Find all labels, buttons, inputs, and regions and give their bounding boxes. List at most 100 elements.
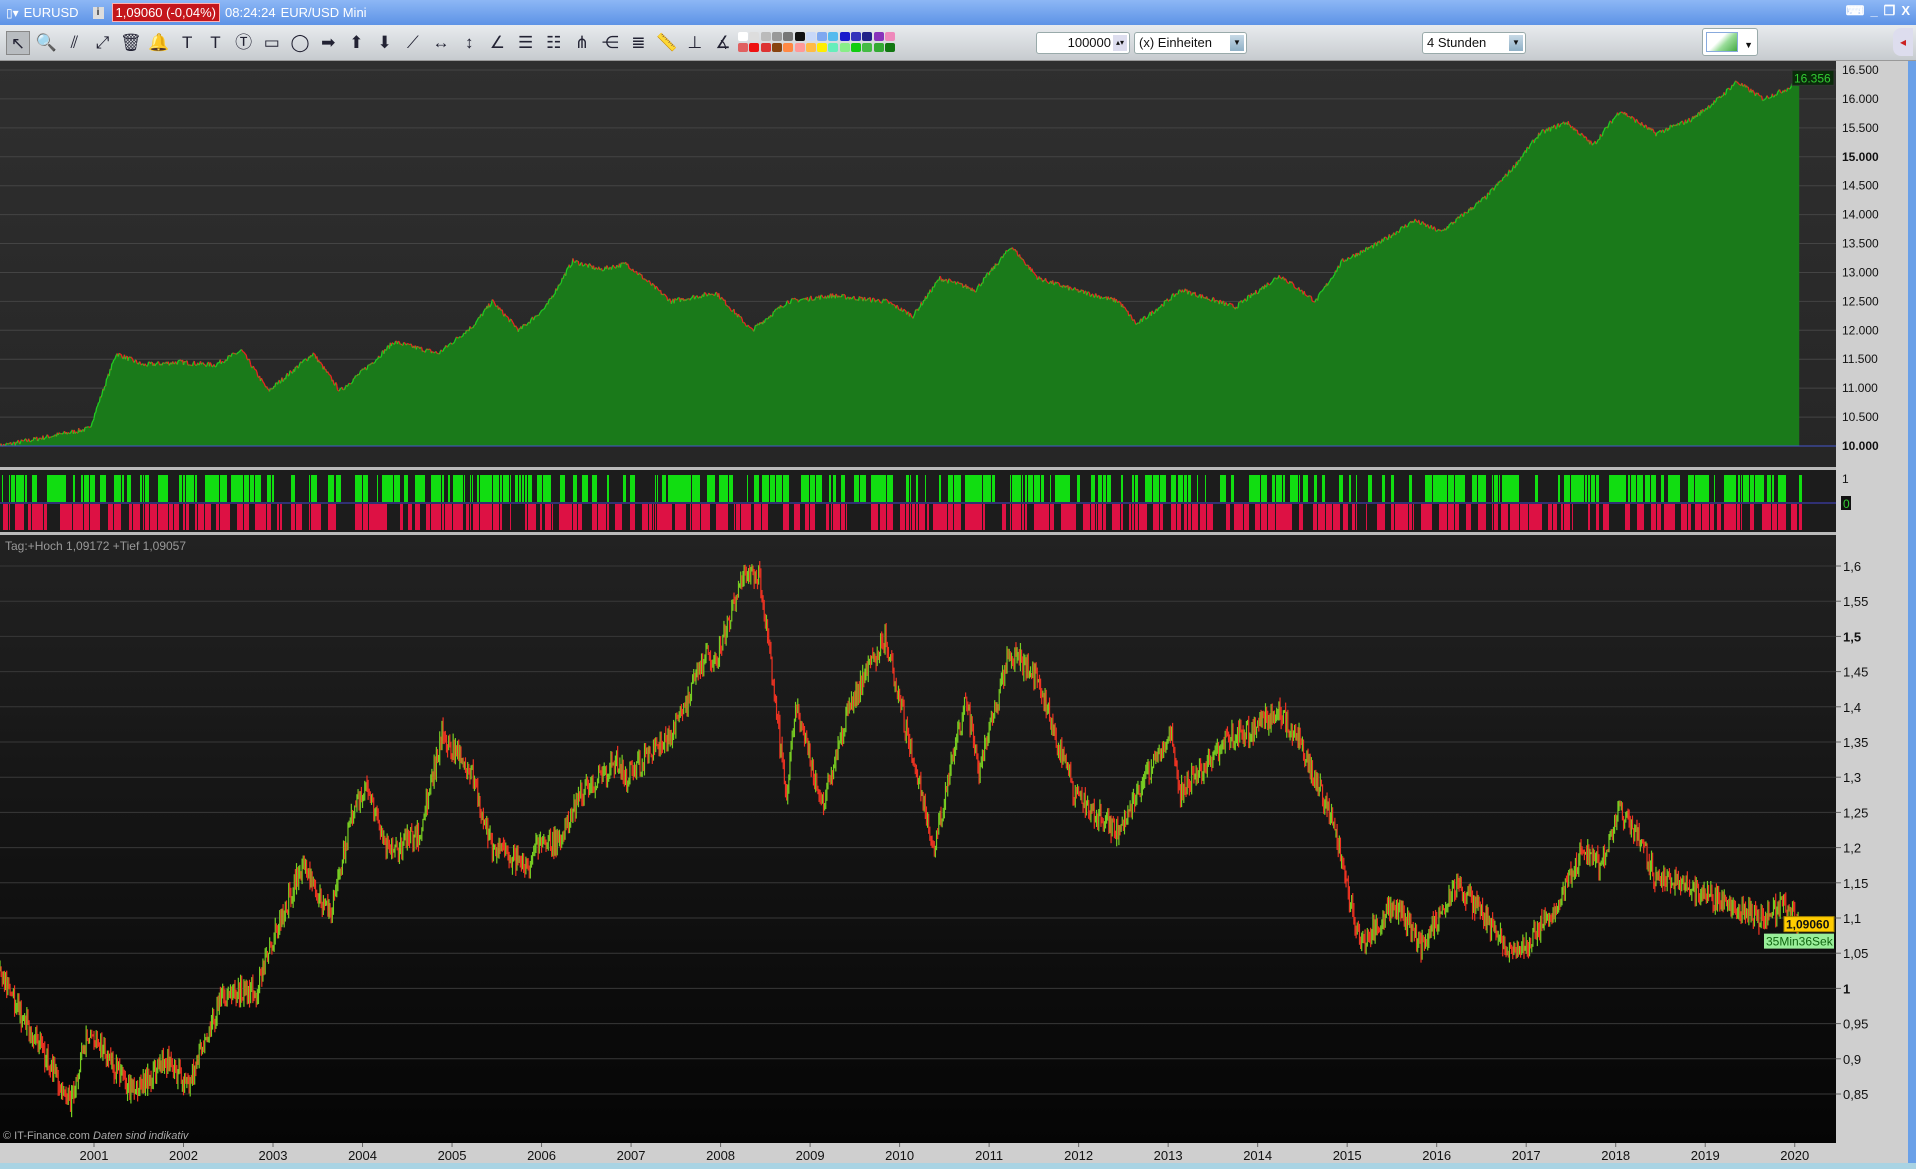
- equity-line-segment: [298, 363, 301, 367]
- symbol-label[interactable]: EURUSD: [23, 5, 79, 20]
- side-panel-toggle-icon[interactable]: ◂: [1893, 28, 1913, 56]
- color-swatch[interactable]: [817, 32, 828, 41]
- color-swatch[interactable]: [862, 43, 873, 52]
- color-swatch[interactable]: [794, 43, 805, 52]
- indicator-bar-down: [377, 504, 378, 530]
- fan-icon[interactable]: ⋲: [601, 33, 619, 52]
- indicator-bar-up: [387, 475, 393, 502]
- equity-line-segment: [202, 362, 205, 365]
- color-swatch[interactable]: [749, 32, 760, 41]
- equity-line-segment: [1166, 298, 1169, 302]
- channel-icon[interactable]: ⊥: [687, 33, 703, 52]
- equity-line-segment: [570, 264, 573, 267]
- trendline-icon[interactable]: ⫽: [70, 33, 79, 52]
- color-swatch[interactable]: [805, 32, 816, 41]
- info-icon[interactable]: i: [92, 6, 104, 19]
- panel-divider[interactable]: [0, 467, 1836, 470]
- color-swatch[interactable]: [760, 43, 771, 52]
- equity-line-segment: [1271, 280, 1274, 283]
- color-swatch[interactable]: [884, 32, 895, 41]
- equity-line-segment: [753, 328, 756, 332]
- elliott-icon[interactable]: ≣: [631, 33, 646, 52]
- color-swatch[interactable]: [884, 43, 895, 52]
- line-icon[interactable]: ⤢: [95, 33, 110, 52]
- chart-type-dropdown-icon[interactable]: ▯▾: [6, 5, 19, 20]
- chevron-down-icon[interactable]: ▼: [1744, 40, 1753, 50]
- color-swatch[interactable]: [817, 43, 828, 52]
- color-swatch[interactable]: [805, 43, 816, 52]
- indicator-bar-down: [1442, 504, 1447, 530]
- equity-line-segment: [498, 307, 501, 310]
- andrews-pitchfork-icon[interactable]: ⋔: [574, 33, 590, 52]
- color-swatch[interactable]: [771, 43, 782, 52]
- color-swatch[interactable]: [873, 43, 884, 52]
- equity-line-segment: [814, 296, 817, 299]
- vertical-measure-icon[interactable]: ↕: [464, 33, 474, 52]
- chart-svg[interactable]: 16.50016.00015.50015.00014.50014.00013.5…: [0, 61, 1916, 1163]
- color-swatch[interactable]: [794, 32, 805, 41]
- keyboard-icon[interactable]: ⌨: [1845, 3, 1865, 18]
- color-swatch[interactable]: [839, 43, 850, 52]
- arrow-down-icon[interactable]: ⬇: [377, 33, 392, 52]
- indicator-bar-up: [158, 475, 164, 502]
- color-swatch[interactable]: [851, 32, 861, 41]
- color-swatch[interactable]: [771, 32, 782, 41]
- ellipse-icon[interactable]: ◯: [290, 33, 310, 52]
- equity-line-segment: [700, 296, 703, 299]
- color-swatch[interactable]: [783, 32, 794, 41]
- equity-line-segment: [1171, 293, 1174, 297]
- restore-button[interactable]: ❐: [1883, 3, 1896, 18]
- color-swatch[interactable]: [828, 43, 839, 52]
- panel-divider[interactable]: [0, 532, 1836, 535]
- color-swatch[interactable]: [738, 32, 748, 41]
- color-swatch[interactable]: [839, 32, 850, 41]
- unit-select[interactable]: (x) Einheiten ▼: [1134, 32, 1247, 54]
- color-swatch[interactable]: [862, 32, 873, 41]
- color-swatch[interactable]: [873, 32, 884, 41]
- color-swatch[interactable]: [738, 43, 748, 52]
- text-icon[interactable]: T: [181, 33, 193, 52]
- timeframe-select[interactable]: 4 Stunden ▼: [1422, 32, 1526, 54]
- color-swatch[interactable]: [851, 43, 861, 52]
- indicator-button[interactable]: ▼: [1702, 28, 1758, 56]
- equity-line-segment: [1501, 177, 1504, 182]
- arrow-up-icon[interactable]: ⬆: [349, 33, 364, 52]
- indicator-bar-down: [783, 504, 785, 530]
- equity-line-segment: [584, 263, 587, 265]
- pointer-icon[interactable]: ↖: [6, 31, 30, 55]
- equity-line-segment: [1005, 249, 1008, 252]
- equity-line-segment: [787, 300, 790, 304]
- callout-text-icon[interactable]: Ⓣ: [235, 33, 253, 52]
- indicator-bar-down: [1513, 504, 1519, 530]
- equity-line-segment: [1181, 289, 1184, 293]
- equity-line-segment: [641, 274, 644, 280]
- ruler-icon[interactable]: 📏: [656, 33, 678, 52]
- minimize-button[interactable]: _: [1870, 3, 1878, 18]
- color-swatch[interactable]: [760, 32, 771, 41]
- color-swatch[interactable]: [749, 43, 760, 52]
- equity-line-segment: [429, 348, 431, 351]
- angle-icon[interactable]: ∡: [715, 33, 731, 52]
- quantity-input[interactable]: 100000 ▴▾: [1036, 32, 1130, 54]
- price-panel[interactable]: [0, 535, 1836, 1143]
- close-button[interactable]: X: [1901, 3, 1910, 18]
- color-swatch[interactable]: [828, 32, 839, 41]
- chart-area[interactable]: 16.500 16.000 15.500 15.000 14.500 14.000 13.5…: [0, 61, 1916, 1163]
- quantity-stepper[interactable]: ▴▾: [1113, 35, 1127, 51]
- equity-line-segment: [645, 279, 648, 282]
- arrow-right-icon[interactable]: ➡: [321, 33, 336, 52]
- ray-icon[interactable]: ⟋: [406, 33, 419, 52]
- trash-icon[interactable]: 🗑: [120, 33, 142, 52]
- fibonacci-extension-icon[interactable]: ☷: [546, 33, 562, 52]
- color-swatch[interactable]: [783, 43, 794, 52]
- equity-line-segment: [782, 306, 785, 308]
- zoom-icon[interactable]: 🔍: [35, 33, 57, 52]
- chevron-down-icon[interactable]: ▼: [1509, 35, 1523, 51]
- gann-line-icon[interactable]: ∠: [489, 33, 506, 52]
- chevron-down-icon[interactable]: ▼: [1230, 35, 1244, 51]
- rectangle-icon[interactable]: ▭: [263, 33, 280, 52]
- text-anchor-icon[interactable]: T: [210, 33, 221, 52]
- fibonacci-retracement-icon[interactable]: ☰: [517, 33, 534, 52]
- alarm-bell-icon[interactable]: 🔔: [148, 33, 170, 52]
- horizontal-measure-icon[interactable]: ↔: [432, 33, 450, 52]
